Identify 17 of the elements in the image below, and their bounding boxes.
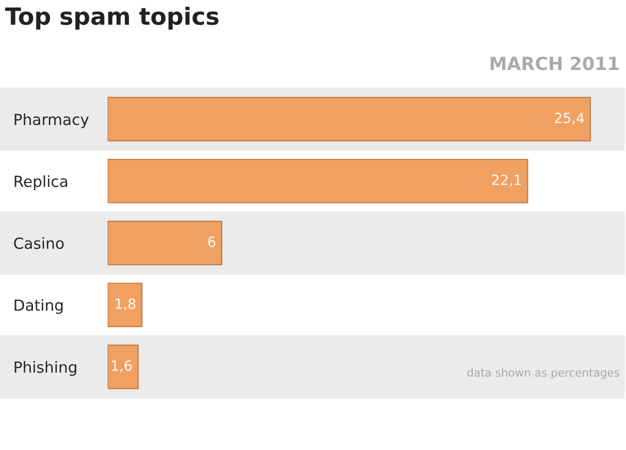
bar bbox=[108, 282, 142, 328]
y-tick-label: Replica bbox=[14, 175, 68, 190]
bar bbox=[108, 344, 139, 390]
bar bbox=[108, 220, 222, 266]
data-label: 25,4 bbox=[554, 112, 584, 125]
data-label: 22,1 bbox=[492, 174, 521, 187]
data-label: 1,8 bbox=[116, 298, 136, 310]
bar bbox=[108, 158, 528, 204]
data-label: 1,6 bbox=[112, 360, 132, 372]
text: MARCH 2011 bbox=[490, 56, 618, 70]
data-label: 6 bbox=[208, 236, 216, 248]
y-tick-label: Casino bbox=[14, 237, 64, 250]
chart-title: Top spam topics bbox=[5, 6, 218, 30]
y-tick-label: Phishing bbox=[14, 361, 76, 376]
y-tick-label: Dating bbox=[14, 299, 63, 314]
annotation: data shown as percentages bbox=[467, 368, 620, 379]
y-tick-label: Pharmacy bbox=[14, 113, 89, 128]
